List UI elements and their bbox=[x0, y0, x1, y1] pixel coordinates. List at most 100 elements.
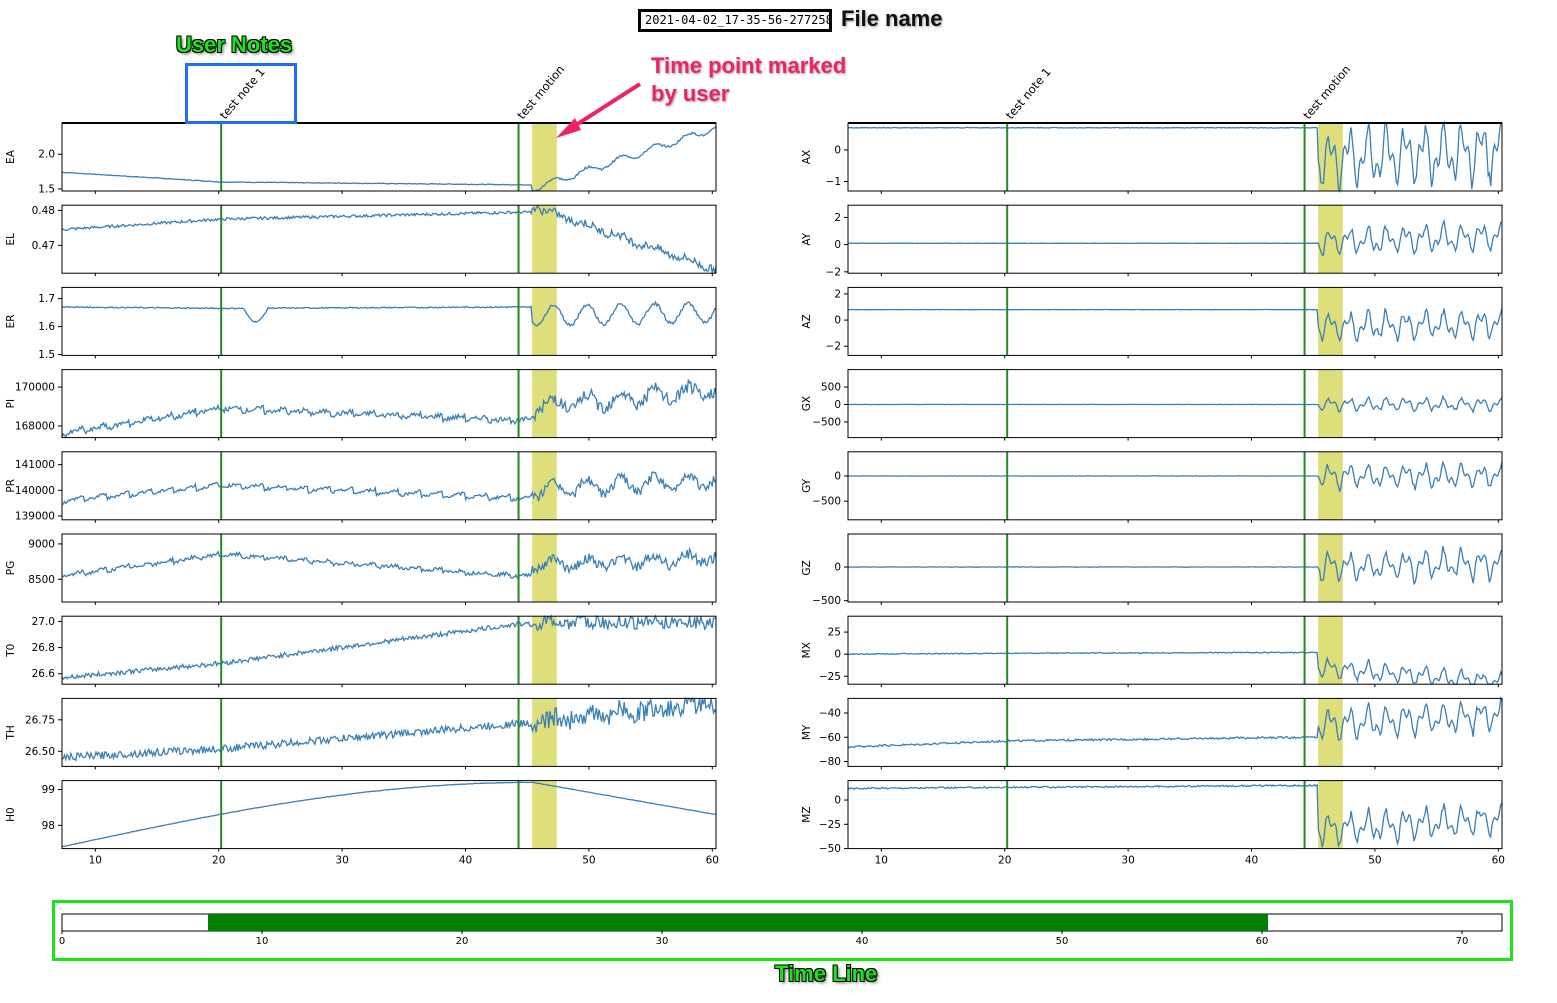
timeline-tick-label: 70 bbox=[1456, 936, 1469, 947]
panel-pg: 9000 8500 PG bbox=[5, 533, 717, 605]
file-name-annotation: File name bbox=[841, 6, 943, 31]
axes-frame bbox=[61, 451, 717, 521]
y-axis-label: MY bbox=[801, 724, 813, 740]
axes-frame bbox=[847, 286, 1503, 356]
axes-frame bbox=[847, 204, 1503, 274]
x-tick-label: 40 bbox=[459, 855, 472, 867]
highlight-span bbox=[532, 123, 557, 191]
y-tick-label: −500 bbox=[812, 496, 841, 508]
file-name-field[interactable]: 2021-04-02_17-35-56-277258 bbox=[638, 9, 832, 32]
panel-gy: 0 −500 GY bbox=[801, 451, 1503, 523]
timeline-slider[interactable]: 0 10 20 30 40 50 60 70 bbox=[59, 913, 1503, 947]
y-tick-label: 2 bbox=[834, 212, 841, 224]
y-tick-label: 0 bbox=[834, 470, 841, 482]
y-tick-label: 0 bbox=[834, 649, 841, 661]
timeline-tick-label: 10 bbox=[256, 936, 269, 947]
y-tick-label: 0.48 bbox=[32, 205, 55, 217]
highlight-span bbox=[1318, 534, 1343, 602]
x-tick-label: 20 bbox=[212, 855, 225, 867]
axes-frame bbox=[847, 615, 1503, 685]
timeline-tick-label: 0 bbox=[59, 936, 65, 947]
x-tick-label: 40 bbox=[1245, 855, 1258, 867]
y-axis-label: EA bbox=[5, 149, 17, 164]
panel-pr: 141000 140000 139000 PR bbox=[5, 451, 717, 523]
y-axis-label: TH bbox=[5, 725, 17, 740]
y-tick-label: −25 bbox=[819, 819, 841, 831]
y-tick-label: −25 bbox=[819, 671, 841, 683]
marker-label: test motion bbox=[1300, 62, 1353, 122]
marker-label: test note 1 bbox=[1003, 65, 1054, 122]
axes-frame bbox=[61, 286, 717, 356]
signal-line bbox=[61, 205, 717, 273]
y-tick-label: 1.5 bbox=[38, 349, 55, 361]
signal-line bbox=[61, 379, 717, 439]
signal-line bbox=[848, 307, 1503, 343]
x-tick-label: 30 bbox=[1121, 855, 1134, 867]
axes-frame bbox=[61, 369, 717, 439]
panel-t0: 27.0 26.8 26.6 T0 bbox=[5, 613, 717, 688]
highlight-span bbox=[1318, 698, 1343, 767]
y-axis-label: GZ bbox=[801, 560, 813, 575]
panel-gx: 500 0 −500 GX bbox=[801, 369, 1503, 441]
y-axis-label: AY bbox=[801, 232, 813, 245]
x-tick-label: 10 bbox=[875, 855, 888, 867]
highlight-span bbox=[1318, 205, 1343, 274]
highlight-span bbox=[532, 205, 557, 274]
panel-el: 0.48 0.47 EL bbox=[5, 204, 717, 277]
y-axis-label: AX bbox=[801, 150, 813, 164]
y-axis-label: MX bbox=[801, 642, 813, 658]
signal-line bbox=[847, 651, 1503, 685]
y-axis-label: GX bbox=[801, 396, 813, 411]
user-notes-annotation: User Notes bbox=[176, 32, 293, 57]
y-tick-label: −50 bbox=[819, 843, 841, 855]
x-tick-label: 50 bbox=[1368, 855, 1381, 867]
panel-az: 2 0 −2 AZ bbox=[801, 286, 1503, 359]
signal-line bbox=[61, 613, 717, 681]
signal-line bbox=[61, 696, 717, 762]
y-tick-label: 0 bbox=[834, 144, 841, 156]
y-tick-label: 9000 bbox=[28, 538, 55, 550]
highlight-span bbox=[1318, 780, 1343, 849]
signal-line bbox=[847, 783, 1503, 848]
panel-mz: 0 −25 −50 MZ bbox=[801, 780, 1503, 855]
y-tick-label: 26.75 bbox=[25, 714, 55, 726]
signal-line bbox=[62, 126, 717, 192]
signal-line bbox=[61, 300, 717, 328]
highlight-span bbox=[1318, 369, 1343, 438]
user-notes-highlight-box bbox=[185, 63, 297, 124]
y-axis-label: EL bbox=[5, 233, 17, 246]
signal-line bbox=[61, 546, 717, 579]
y-tick-label: 2 bbox=[834, 288, 841, 300]
highlight-span bbox=[1318, 451, 1343, 520]
y-tick-label: 27.0 bbox=[32, 616, 55, 628]
y-tick-label: 0.47 bbox=[32, 240, 55, 252]
y-tick-label: 139000 bbox=[15, 510, 55, 522]
x-tick-label: 20 bbox=[998, 855, 1011, 867]
axes-frame bbox=[61, 780, 717, 850]
y-tick-label: 1.7 bbox=[38, 293, 55, 305]
signal-line bbox=[61, 781, 717, 848]
y-tick-label: 26.8 bbox=[32, 642, 55, 654]
y-tick-label: −80 bbox=[819, 756, 841, 768]
panel-er: 1.7 1.6 1.5 ER bbox=[5, 286, 717, 361]
y-tick-label: −500 bbox=[812, 416, 841, 428]
signal-line bbox=[848, 460, 1503, 493]
y-tick-label: 25 bbox=[828, 627, 841, 639]
signal-line bbox=[847, 695, 1503, 749]
y-tick-label: 8500 bbox=[28, 574, 55, 586]
axes-frame bbox=[61, 204, 717, 274]
y-tick-label: 141000 bbox=[15, 459, 55, 471]
axes-frame bbox=[61, 533, 717, 603]
y-axis-label: PG bbox=[5, 561, 17, 575]
y-axis-label: ER bbox=[5, 314, 17, 328]
axes-frame bbox=[61, 697, 717, 767]
x-tick-label: 50 bbox=[582, 855, 595, 867]
timeline-window[interactable] bbox=[208, 914, 1268, 931]
y-axis-label: PR bbox=[5, 479, 17, 493]
axes-frame bbox=[61, 615, 717, 685]
axes-frame bbox=[847, 122, 1503, 192]
x-tick-label: 60 bbox=[706, 855, 719, 867]
panel-gz: 0 −500 GZ bbox=[801, 533, 1503, 607]
y-axis-label: GY bbox=[801, 478, 813, 493]
axes-frame bbox=[847, 451, 1503, 521]
